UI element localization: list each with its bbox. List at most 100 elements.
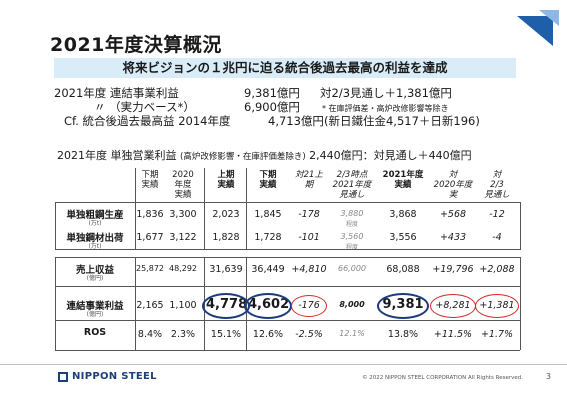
table-cell: -4 <box>492 232 502 243</box>
table-cell: -178 <box>298 209 320 220</box>
column-header-line: 2020 <box>172 170 194 180</box>
row-label: 連結事業利益 <box>66 301 124 312</box>
table-cell: 3,122 <box>169 232 197 243</box>
grid-line <box>135 168 136 250</box>
summary-value: 4,713億円 <box>268 114 324 128</box>
table-cell: 2,165 <box>136 300 164 311</box>
page-title: 2021年度決算概況 <box>50 34 222 56</box>
table-cell: 2,023 <box>212 209 240 220</box>
summary-label: 〃 （実力ベース*） <box>94 100 195 114</box>
column-header-line: 期 <box>304 180 314 190</box>
column-header: 対21上期 <box>289 170 329 190</box>
column-header-line: 実績 <box>394 180 412 190</box>
table-cell: 36,449 <box>251 264 285 275</box>
column-header: 対 2/3 見通し <box>477 170 517 200</box>
table-cell: 1,677 <box>136 232 164 243</box>
summary-label: Cf. 統合後過去最高益 2014年度 <box>64 114 231 128</box>
column-header-line: 2021年度 <box>332 180 372 190</box>
summary-note: * 在庫評価差・高炉改修影響等除き <box>322 104 449 113</box>
table-cell: 3,868 <box>389 209 417 220</box>
column-header-line: 2020年度 <box>433 180 473 190</box>
summary-note: (新日鐵住金4,517＋日新196) <box>324 114 480 128</box>
table-cell: -101 <box>298 232 320 243</box>
column-header: 2020 年度 実績 <box>166 170 200 200</box>
table-cell: 12.1% <box>339 329 365 338</box>
table-cell: +433 <box>439 232 467 243</box>
row-label: 売上収益 <box>75 265 114 276</box>
column-header-line: 対21上 <box>295 170 323 180</box>
table-cell: 8.4% <box>137 329 163 340</box>
summary-value: 6,900億円 <box>244 100 300 114</box>
table-cell: +1.7% <box>480 329 514 340</box>
grid-line <box>55 257 56 350</box>
page-number: 3 <box>545 372 551 381</box>
standalone-label: 2021年度 単独営業利益 <box>57 149 177 162</box>
table-cell: +11.5% <box>433 329 473 340</box>
column-header-line: 上期 <box>217 170 235 180</box>
column-header-line: 対 <box>448 170 458 180</box>
table-cell: 13.8% <box>387 329 419 340</box>
standalone-value: 2,440億円：対見通し＋440億円 <box>309 149 472 162</box>
highlight-circle <box>244 293 292 319</box>
row-unit: (億円) <box>86 311 104 318</box>
table-cell: 3,880 <box>340 209 364 218</box>
corner-decoration-light <box>539 10 559 26</box>
column-header-line: 2/3 <box>490 180 504 190</box>
table-cell: 8,000 <box>339 300 365 309</box>
highlight-circle <box>475 294 519 318</box>
column-header-line: 実績 <box>174 190 192 200</box>
grid-line <box>135 257 136 350</box>
grid-line <box>246 168 247 250</box>
footer-divider <box>0 364 567 365</box>
column-header: 下期 実績 <box>248 170 288 190</box>
row-unit: (万t) <box>88 220 102 227</box>
highlight-circle <box>377 293 429 319</box>
column-header: 上期 実績 <box>206 170 246 190</box>
column-header-line: 実績 <box>141 180 159 190</box>
table-cell: -12 <box>489 209 505 220</box>
table-cell: +2,088 <box>479 264 515 275</box>
grid-line <box>204 168 205 250</box>
table-cell: 15.1% <box>210 329 242 340</box>
table-cell: +568 <box>439 209 467 220</box>
column-header-line: 下期 <box>141 170 159 180</box>
summary-label: 2021年度 連結事業利益 <box>54 86 179 100</box>
column-header-line: 対 <box>492 170 502 180</box>
summary-note: 対2/3見通し＋1,381億円 <box>320 86 452 100</box>
summary-value: 9,381億円 <box>244 86 300 100</box>
table-cell: -2.5% <box>295 329 323 340</box>
table-cell: 3,300 <box>169 209 197 220</box>
grid-line <box>55 257 520 258</box>
table-cell: 66,000 <box>338 264 366 273</box>
grid-line <box>55 249 520 250</box>
row-label: 単独粗鋼生産 <box>66 210 124 221</box>
table-cell: 1,845 <box>254 209 282 220</box>
column-header: 2/3時点 2021年度 見通し <box>330 170 374 200</box>
table-cell: 31,639 <box>209 264 243 275</box>
table-cell: 2.3% <box>170 329 196 340</box>
column-header-line: 見通し <box>339 190 365 200</box>
row-unit: (億円) <box>86 275 104 282</box>
column-header-line: 2/3時点 <box>336 170 368 180</box>
grid-line <box>520 257 521 350</box>
row-extra-note: 程度 <box>345 221 358 228</box>
company-logo: NIPPON STEEL <box>58 371 157 382</box>
row-label: ROS <box>83 327 107 338</box>
column-header-line: 見通し <box>484 190 510 200</box>
table-cell: 48,292 <box>169 264 197 273</box>
grid-line <box>55 320 520 321</box>
grid-line <box>55 202 56 250</box>
row-label: 単独鋼材出荷 <box>66 233 124 244</box>
row-extra-note: 程度 <box>345 244 358 251</box>
grid-line <box>55 286 520 287</box>
column-header-line: 年度 <box>174 180 192 190</box>
table-cell: 1,728 <box>254 232 282 243</box>
table-cell: 3,560 <box>340 232 364 241</box>
column-header: 2021年度 実績 <box>379 170 427 190</box>
highlight-circle <box>430 294 476 318</box>
logo-text: NIPPON STEEL <box>72 371 157 382</box>
standalone-profit-line: 2021年度 単独営業利益 (高炉改修影響・在庫評価差除き) 2,440億円：対… <box>57 147 472 163</box>
column-header-line: 下期 <box>259 170 277 180</box>
copyright: © 2022 NIPPON STEEL CORPORATION All Righ… <box>362 375 523 381</box>
